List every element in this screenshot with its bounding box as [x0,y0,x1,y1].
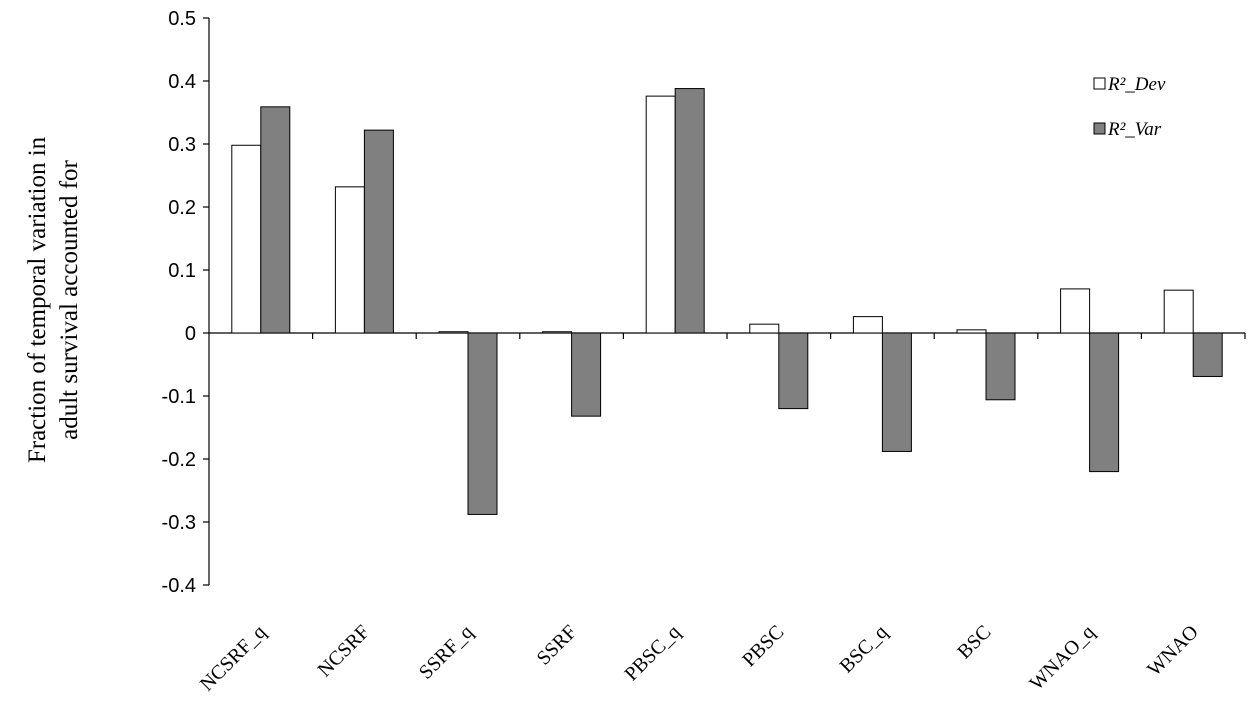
y-tick-label: 0.4 [168,71,196,93]
category-label: WNAO [1143,621,1203,681]
y-axis: 0.5 0.4 0.3 0.2 0.1 0 -0.1 -0.2 -0.3 -0.4 [162,8,210,597]
y-tick-label: 0.1 [168,260,196,282]
bar-r2-var [467,332,498,515]
bar-r2-var [674,88,705,334]
bar-r2-dev [1060,288,1091,334]
legend-swatch [1093,77,1106,90]
y-tick-label: 0 [185,323,196,345]
y-tick-label: 0.5 [168,8,196,30]
y-tick-label: -0.2 [162,449,196,471]
category-label: BSC [953,621,995,663]
bar-r2-var [881,332,912,452]
bar-r2-var [260,106,291,334]
category-labels: NCSRF_q NCSRF SSRF_q SSRF PBSC_q PBSC BSC_q BSC… [196,621,1203,696]
bar-r2-dev [231,144,262,334]
y-axis-title-line: adult survival accounted for [56,159,83,439]
legend-label: R²_Var [1107,119,1162,140]
category-label: NCSRF [314,621,374,681]
bar-r2-dev [749,323,780,334]
bar-r2-dev [334,186,365,334]
bar-r2-dev [542,331,573,334]
y-tick-label: -0.1 [162,386,196,408]
bars [231,88,1223,515]
bar-r2-var [1192,332,1223,377]
y-tick-label: 0.3 [168,134,196,156]
bar-r2-dev [438,331,469,334]
category-label: BSC_q [835,621,891,677]
bar-r2-dev [1163,289,1194,334]
legend-swatch [1093,122,1106,135]
y-axis-title: Fraction of temporal variation in adult s… [24,136,83,463]
y-tick-label: -0.3 [162,512,196,534]
y-tick-label: -0.4 [162,575,196,597]
bar-r2-dev [645,95,676,334]
bar-r2-var [571,332,602,417]
bar-r2-var [1089,332,1120,473]
bar-r2-dev [852,316,883,334]
category-label: NCSRF_q [196,621,271,696]
category-label: PBSC_q [620,621,684,685]
y-tick-label: 0.2 [168,197,196,219]
y-axis-title-line: Fraction of temporal variation in [24,136,51,463]
bar-r2-var [778,332,809,410]
legend-label: R²_Dev [1107,74,1166,95]
category-label: SSRF_q [415,621,478,684]
category-label: WNAO_q [1025,621,1099,695]
category-label: SSRF [533,621,582,670]
bar-r2-dev [956,329,987,334]
bar-r2-var [985,332,1016,401]
bar-r2-var [363,129,394,334]
legend: R²_Dev R²_Var [1093,74,1166,140]
category-label: PBSC [738,621,788,671]
